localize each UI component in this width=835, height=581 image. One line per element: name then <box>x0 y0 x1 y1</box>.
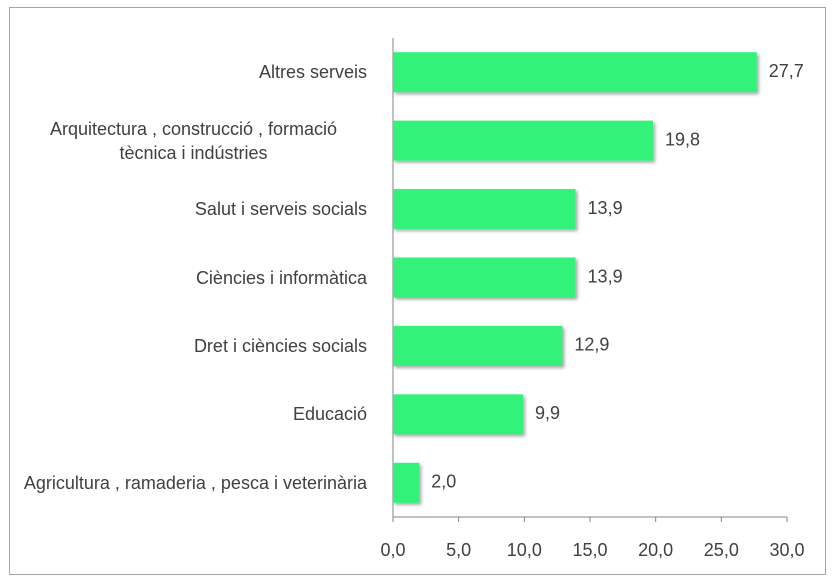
y-tick-label-box: Ciències i informàtica <box>20 266 367 290</box>
bar <box>393 394 524 435</box>
value-label: 13,9 <box>588 198 623 218</box>
x-tick-label: 5,0 <box>446 540 471 560</box>
x-tick-label: 10,0 <box>507 540 542 560</box>
y-tick-label: Dret i ciències socials <box>193 335 367 356</box>
x-tick-label: 0,0 <box>380 540 405 560</box>
bar <box>393 325 563 366</box>
y-tick-label-box: Agricultura , ramaderia , pesca i veteri… <box>20 471 367 495</box>
chart-border <box>9 7 826 575</box>
x-tick-label: 15,0 <box>572 540 607 560</box>
value-label: 19,8 <box>665 129 700 149</box>
bar <box>393 462 420 503</box>
y-tick-label: Arquitectura , construcció , formació tè… <box>49 118 338 163</box>
y-tick-label-box: Arquitectura , construcció , formació tè… <box>20 117 367 165</box>
bar <box>393 120 654 161</box>
x-tick-label: 25,0 <box>704 540 739 560</box>
value-label: 27,7 <box>769 61 804 81</box>
y-tick-label: Ciències i informàtica <box>195 267 367 288</box>
y-tick-label: Agricultura , ramaderia , pesca i veteri… <box>23 472 367 493</box>
y-tick-label-box: Altres serveis <box>20 60 367 84</box>
value-label: 12,9 <box>574 335 609 355</box>
y-tick-label-box: Dret i ciències socials <box>20 334 367 358</box>
bar <box>393 52 757 93</box>
value-label: 13,9 <box>588 266 623 286</box>
y-tick-label: Altres serveis <box>258 62 367 83</box>
y-tick-label-box: Educació <box>20 402 367 426</box>
bar <box>393 257 576 298</box>
value-label: 2,0 <box>431 472 456 492</box>
y-tick-label-box: Salut i serveis socials <box>20 197 367 221</box>
y-tick-label: Salut i serveis socials <box>194 199 367 220</box>
x-tick-label: 20,0 <box>638 540 673 560</box>
bar <box>393 189 576 230</box>
y-tick-label: Educació <box>292 404 367 425</box>
x-tick-label: 30,0 <box>769 540 804 560</box>
value-label: 9,9 <box>535 403 560 423</box>
